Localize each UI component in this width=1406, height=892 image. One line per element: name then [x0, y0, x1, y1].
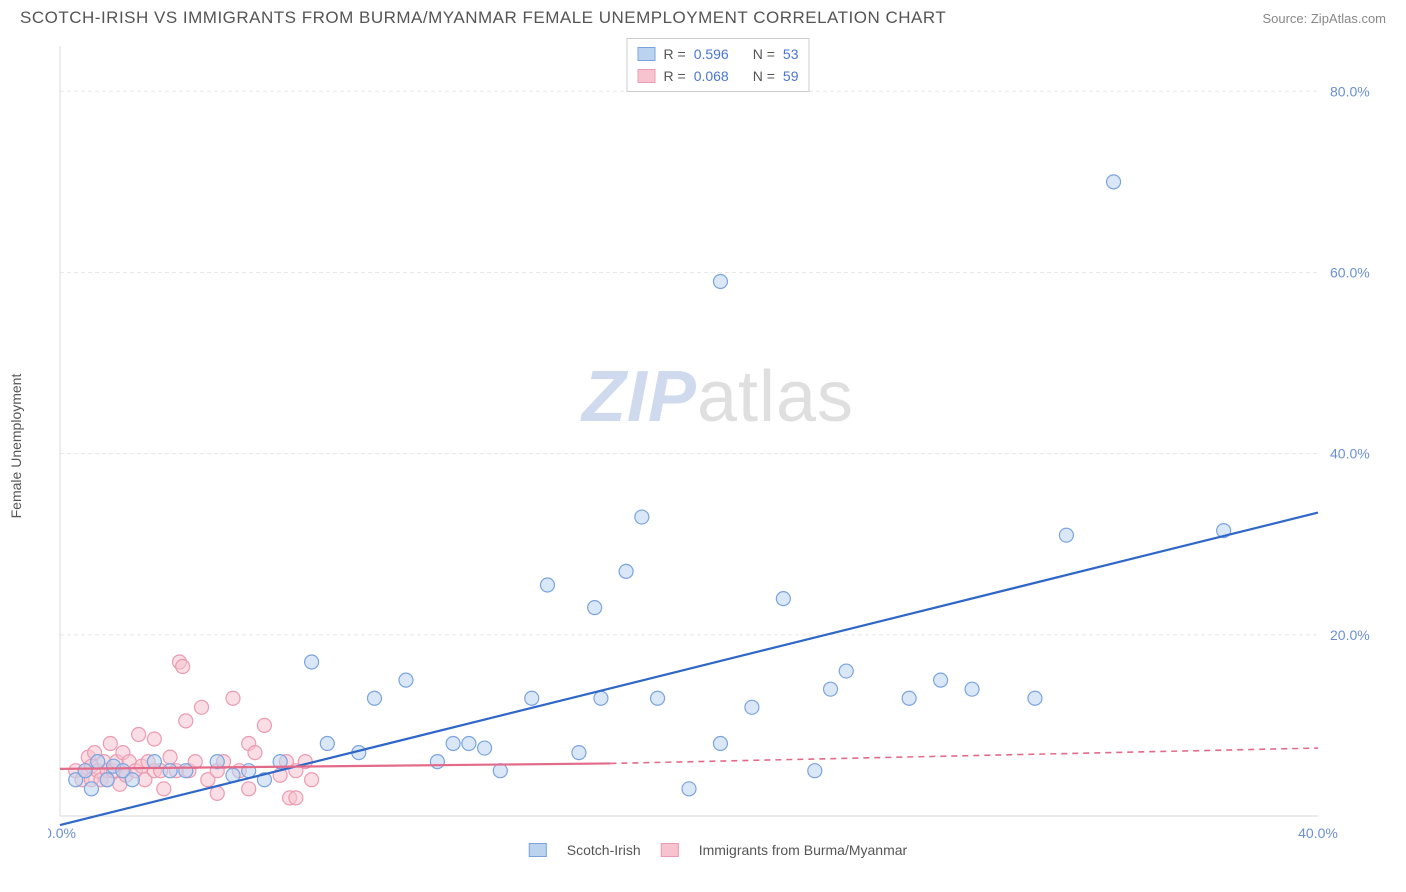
stats-legend: R = 0.596 N = 53 R = 0.068 N = 59: [627, 38, 810, 92]
svg-text:60.0%: 60.0%: [1330, 264, 1370, 280]
swatch-series1: [638, 47, 656, 61]
svg-text:20.0%: 20.0%: [1330, 627, 1370, 643]
scatter-chart: 20.0% 40.0% 60.0% 80.0% 0.0% 40.0%: [48, 36, 1388, 856]
swatch-series1-b: [529, 843, 547, 857]
svg-text:40.0%: 40.0%: [1298, 825, 1338, 841]
svg-text:40.0%: 40.0%: [1330, 446, 1370, 462]
r-label-2: R =: [664, 65, 686, 87]
chart-area: Female Unemployment ZIPatlas 20.0%40.0%6…: [48, 36, 1388, 856]
r-label: R =: [664, 43, 686, 65]
series-legend: Scotch-Irish Immigrants from Burma/Myanm…: [529, 842, 907, 858]
y-axis-label: Female Unemployment: [8, 374, 24, 519]
chart-title: SCOTCH-IRISH VS IMMIGRANTS FROM BURMA/MY…: [20, 8, 946, 28]
swatch-series2: [638, 69, 656, 83]
series2-name: Immigrants from Burma/Myanmar: [699, 842, 907, 858]
n-value-2: 59: [783, 65, 799, 87]
series1-name: Scotch-Irish: [567, 842, 641, 858]
svg-text:0.0%: 0.0%: [48, 825, 76, 841]
source-label: Source: ZipAtlas.com: [1262, 11, 1386, 26]
n-label-2: N =: [753, 65, 775, 87]
r-value-2: 0.068: [694, 65, 729, 87]
swatch-series2-b: [661, 843, 679, 857]
stats-row-2: R = 0.068 N = 59: [638, 65, 799, 87]
svg-text:80.0%: 80.0%: [1330, 83, 1370, 99]
r-value-1: 0.596: [694, 43, 729, 65]
stats-row-1: R = 0.596 N = 53: [638, 43, 799, 65]
n-label: N =: [753, 43, 775, 65]
n-value-1: 53: [783, 43, 799, 65]
